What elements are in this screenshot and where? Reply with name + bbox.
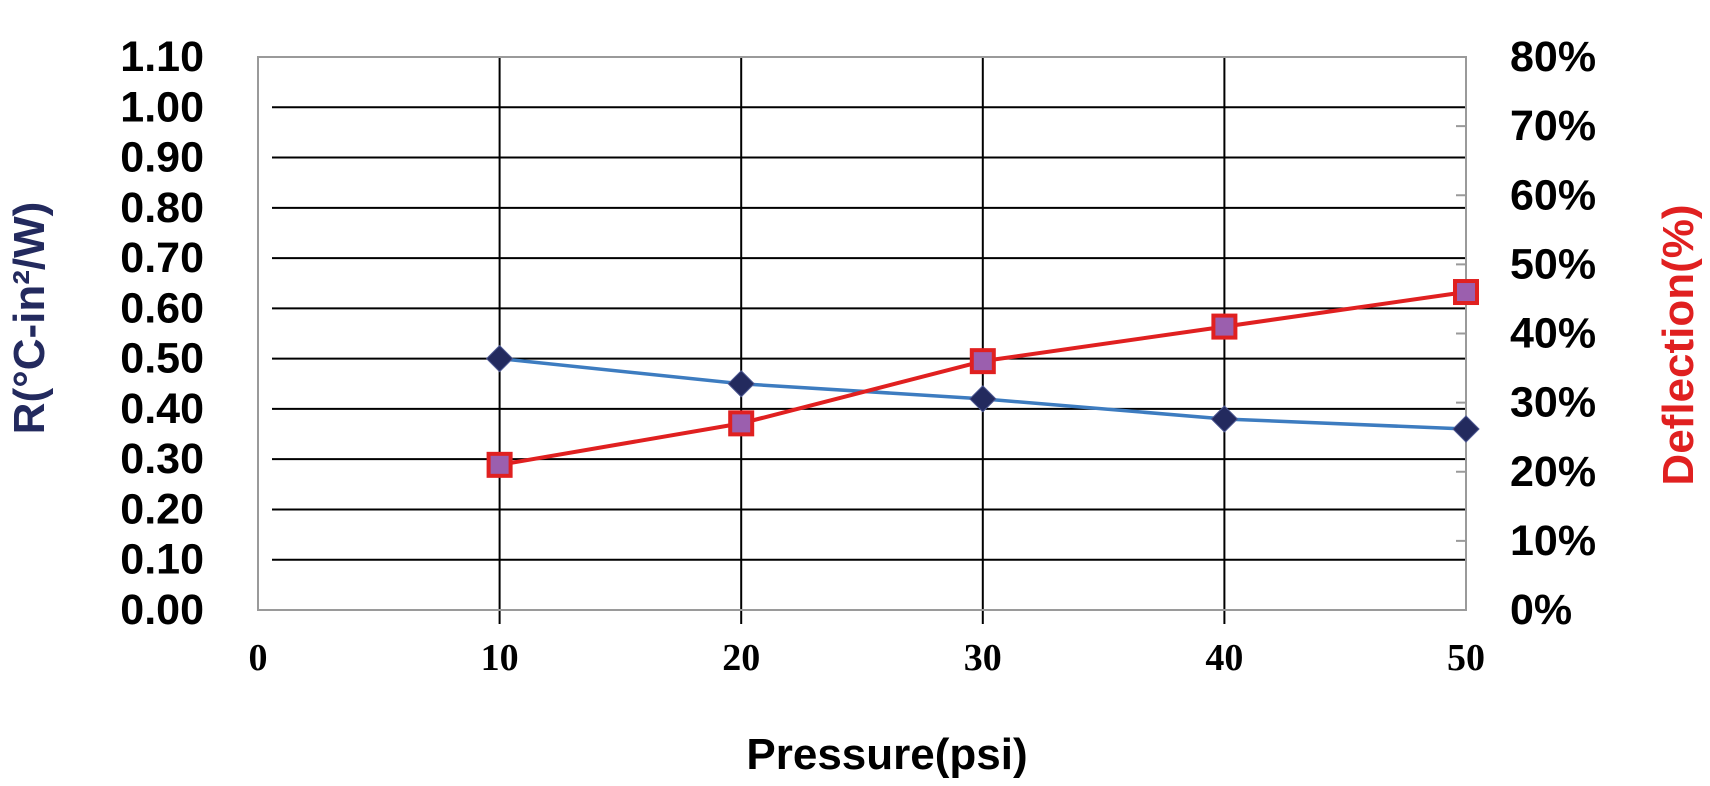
right-axis-tick-label: 70%: [1510, 102, 1596, 150]
left-axis-tick-label: 0.30: [120, 435, 204, 483]
resistance-data-point: [969, 385, 997, 413]
deflection-data-point: [486, 451, 513, 478]
deflection-data-point: [969, 348, 996, 375]
x-axis-tick-labels: 0 10 20 30 40 50: [249, 637, 1486, 679]
right-axis-tick-label: 50%: [1510, 240, 1596, 288]
left-axis-title: R(°C-in²/W): [5, 202, 54, 435]
x-axis-tick-label: 40: [1205, 637, 1243, 679]
right-axis-tick-labels: 0% 10% 20% 30% 40% 50% 60% 70% 80%: [1510, 33, 1596, 634]
deflection-data-point: [1453, 279, 1479, 306]
resistance-data-point: [1452, 415, 1480, 443]
left-axis-tick-label: 0.50: [120, 335, 204, 383]
gridlines: [272, 57, 1466, 624]
left-axis-tick-label: 0.20: [120, 485, 204, 533]
plot-area-border: [257, 56, 1467, 611]
right-axis-tick-label: 0%: [1510, 586, 1572, 634]
right-axis-title: Deflection(%): [1654, 204, 1703, 485]
right-axis-tick-label: 20%: [1510, 448, 1596, 496]
left-axis-tick-label: 0.60: [120, 284, 204, 332]
right-axis-ticks: [1456, 56, 1466, 611]
left-axis-tick-label: 1.10: [120, 33, 204, 81]
deflection-data-point: [728, 410, 755, 437]
right-axis-tick-label: 30%: [1510, 379, 1596, 427]
x-axis-tick-label: 30: [964, 637, 1002, 679]
left-axis-tick-label: 0.40: [120, 385, 204, 433]
left-axis-tick-label: 0.90: [120, 134, 204, 182]
left-axis-tick-label: 0.10: [120, 536, 204, 584]
resistance-data-point: [1210, 405, 1239, 433]
right-axis-tick-label: 80%: [1510, 33, 1596, 81]
x-axis-tick-label: 20: [722, 637, 760, 679]
x-axis-tick-label: 0: [249, 637, 268, 679]
left-axis-tick-label: 0.80: [120, 184, 204, 232]
right-axis-tick-label: 10%: [1510, 517, 1596, 565]
x-axis-tick-label: 10: [481, 637, 519, 679]
right-axis-tick-label: 60%: [1510, 171, 1596, 219]
left-axis-tick-label: 0.70: [120, 234, 204, 282]
x-axis-title: Pressure(psi): [746, 730, 1027, 779]
left-axis-tick-label: 0.00: [120, 586, 204, 634]
series-layer: [485, 279, 1480, 478]
deflection-data-point: [1211, 313, 1238, 340]
right-axis-tick-label: 40%: [1510, 310, 1596, 358]
left-axis-tick-label: 1.00: [120, 83, 204, 131]
left-axis-tick-labels: 0.000.100.200.300.400.500.600.700.800.90…: [120, 33, 204, 634]
resistance-data-point: [727, 370, 755, 398]
resistance-data-point: [485, 344, 514, 373]
x-axis-tick-label: 50: [1447, 637, 1485, 679]
